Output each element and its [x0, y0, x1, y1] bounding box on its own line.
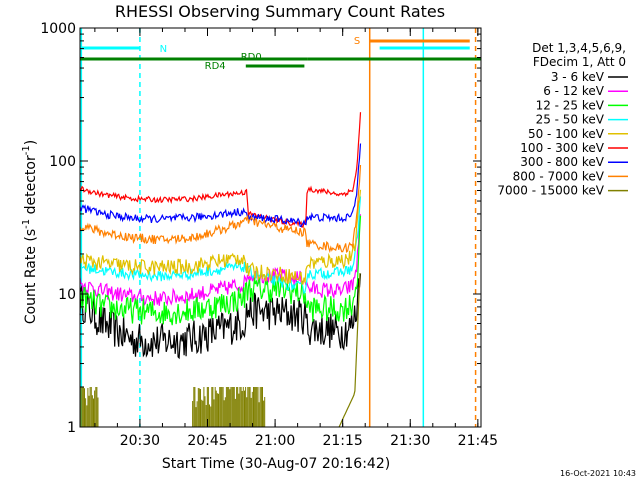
- legend-label: 7000 - 15000 keV: [497, 184, 604, 198]
- y-axis-label-mid: detector: [23, 155, 39, 219]
- legend-label: 800 - 7000 keV: [513, 169, 605, 183]
- legend-label: 12 - 25 keV: [536, 98, 605, 112]
- y-axis-label-sup1: -1: [21, 219, 32, 229]
- x-tick-label: 21:30: [390, 433, 430, 449]
- axes: 1 10 100 1000 20:30 20:45 21:00 21:15 21:30 21:45: [40, 21, 498, 449]
- legend-label: 50 - 100 keV: [528, 127, 605, 141]
- plot-area: N S RD0 RD4: [79, 28, 481, 428]
- series-line-7: [79, 164, 362, 254]
- legend-label: 300 - 800 keV: [520, 155, 604, 169]
- legend-label: 25 - 50 keV: [536, 113, 605, 127]
- y-tick-label: 10: [58, 287, 76, 303]
- y-axis-label-sup2: -1: [21, 145, 32, 155]
- series-line-4: [79, 189, 362, 285]
- legend-label: 3 - 6 keV: [551, 70, 605, 84]
- y-tick-label: 1000: [40, 21, 76, 37]
- chart-title: RHESSI Observing Summary Count Rates: [115, 2, 445, 21]
- generation-timestamp: 16-Oct-2021 10:43: [560, 469, 636, 478]
- series-line-1: [79, 214, 362, 307]
- series-line-2: [79, 215, 362, 326]
- y-axis-label-end: ): [23, 140, 39, 145]
- flag-label-rd4: RD4: [205, 61, 226, 72]
- y-tick-label: 100: [49, 154, 76, 170]
- series-line-0: [79, 273, 362, 360]
- plot-frame: [79, 27, 482, 428]
- series-line-6: [79, 143, 362, 228]
- series-comb-7000-15000: [192, 387, 266, 427]
- series-line-5: [79, 112, 362, 228]
- legend-header-line-1: Det 1,3,4,5,6,9,: [532, 41, 626, 55]
- legend-header-line-2: FDecim 1, Att 0: [533, 55, 626, 69]
- legend: Det 1,3,4,5,6,9, FDecim 1, Att 0 3 - 6 k…: [497, 41, 628, 198]
- x-tick-label: 21:45: [458, 433, 498, 449]
- legend-label: 6 - 12 keV: [543, 84, 605, 98]
- x-tick-label: 21:15: [322, 433, 362, 449]
- x-tick-label: 20:45: [187, 433, 227, 449]
- x-axis-label: Start Time (30-Aug-07 20:16:42): [162, 456, 390, 472]
- y-axis-label: Count Rate (s-1 detector-1): [21, 140, 39, 324]
- x-tick-label: 21:00: [255, 433, 295, 449]
- flag-label-s: S: [354, 36, 360, 47]
- legend-label: 100 - 300 keV: [520, 141, 604, 155]
- flag-label-rd0: RD0: [241, 52, 262, 63]
- series-line-3: [79, 196, 362, 295]
- y-axis-label-main: Count Rate (s: [23, 229, 39, 324]
- x-tick-label: 20:30: [120, 433, 160, 449]
- flag-label-n: N: [160, 44, 167, 55]
- y-tick-label: 1: [67, 420, 76, 436]
